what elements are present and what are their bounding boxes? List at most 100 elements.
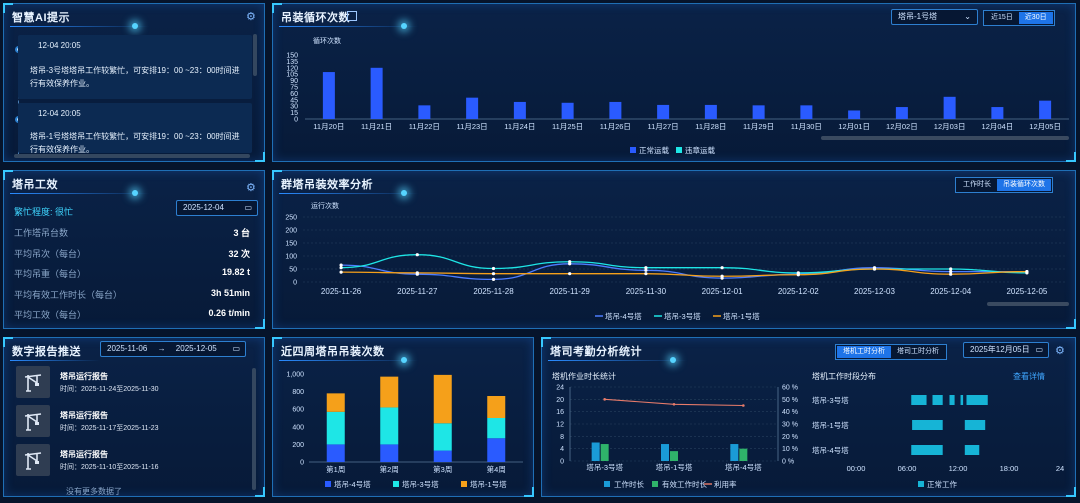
work-period-bar[interactable] xyxy=(912,420,943,430)
legend-label[interactable]: 塔吊-3号塔 xyxy=(664,311,701,321)
legend-label[interactable]: 塔吊-1号塔 xyxy=(723,311,760,321)
stacked-bar-segment[interactable] xyxy=(326,393,345,412)
legend-label[interactable]: 塔吊-4号塔 xyxy=(334,479,371,489)
date-picker[interactable]: 2025-12-04 ▭ xyxy=(176,200,258,216)
legend-label[interactable]: 正常运载 xyxy=(639,145,669,155)
report-item[interactable]: 塔吊运行报告 时间：2025-11-17至2025-11-23 xyxy=(14,405,254,439)
data-point[interactable] xyxy=(339,266,343,270)
bar[interactable] xyxy=(800,105,813,119)
bar-effective-hours[interactable] xyxy=(600,444,609,461)
data-point[interactable] xyxy=(644,272,648,276)
bar[interactable] xyxy=(704,104,717,119)
data-point[interactable] xyxy=(415,253,419,257)
legend-label[interactable]: 利用率 xyxy=(714,479,737,489)
legend-label[interactable]: 有效工作时长 xyxy=(662,479,707,489)
date-picker[interactable]: 2025年12月05日 ▭ xyxy=(963,342,1049,358)
horizontal-scrollbar[interactable] xyxy=(14,154,250,158)
work-period-bar[interactable] xyxy=(911,445,943,455)
chart-scrollbar[interactable] xyxy=(987,302,1069,306)
gear-icon[interactable]: ⚙ xyxy=(1055,345,1065,357)
data-point[interactable] xyxy=(872,267,877,271)
work-period-bar[interactable] xyxy=(932,395,943,405)
tab-machine-hours[interactable]: 塔机工时分析 xyxy=(837,346,891,358)
bar-effective-hours[interactable] xyxy=(739,448,748,461)
bar[interactable] xyxy=(609,101,622,119)
data-point[interactable] xyxy=(796,273,800,277)
work-period-bar[interactable] xyxy=(966,395,988,405)
data-point[interactable] xyxy=(339,270,343,274)
expand-icon[interactable] xyxy=(347,11,357,21)
gear-icon[interactable]: ⚙ xyxy=(246,11,256,23)
work-period-bar[interactable] xyxy=(964,420,986,430)
legend-label[interactable]: 塔吊-3号塔 xyxy=(402,479,439,489)
series-line[interactable] xyxy=(341,263,1027,281)
stacked-bar-segment[interactable] xyxy=(433,450,452,462)
bar-effective-hours[interactable] xyxy=(670,451,678,461)
bar-work-hours[interactable] xyxy=(591,442,600,462)
data-point[interactable] xyxy=(491,272,496,276)
report-item[interactable]: 塔吊运行报告 时间：2025-11-24至2025-11-30 xyxy=(14,366,254,400)
legend-label[interactable]: 正常工作 xyxy=(927,479,957,489)
work-period-bar[interactable] xyxy=(911,395,927,405)
stacked-bar-segment[interactable] xyxy=(326,444,345,462)
bar-work-hours[interactable] xyxy=(730,444,739,461)
bar[interactable] xyxy=(657,104,670,119)
bar[interactable] xyxy=(322,72,335,119)
data-point[interactable] xyxy=(949,270,953,274)
stacked-bar-segment[interactable] xyxy=(487,418,506,439)
bar[interactable] xyxy=(1039,100,1052,119)
data-point[interactable] xyxy=(603,398,606,401)
data-point[interactable] xyxy=(949,267,953,271)
bar-work-hours[interactable] xyxy=(661,444,669,461)
work-period-bar[interactable] xyxy=(960,395,964,405)
data-point[interactable] xyxy=(742,404,745,407)
data-point[interactable] xyxy=(491,277,496,281)
data-point[interactable] xyxy=(1025,270,1029,274)
vertical-scrollbar[interactable] xyxy=(253,34,257,76)
bar[interactable] xyxy=(943,96,956,119)
data-point[interactable] xyxy=(644,268,648,272)
legend-label[interactable]: 塔吊-1号塔 xyxy=(470,479,507,489)
tab-driver-hours[interactable]: 塔司工时分析 xyxy=(897,348,939,355)
bar[interactable] xyxy=(752,105,765,119)
tower-select[interactable]: 塔吊-1号塔 ⌄ xyxy=(891,9,978,25)
data-point[interactable] xyxy=(949,272,953,276)
stacked-bar-segment[interactable] xyxy=(487,396,506,418)
stacked-bar-segment[interactable] xyxy=(380,407,399,445)
bar[interactable] xyxy=(848,110,861,119)
work-period-bar[interactable] xyxy=(964,445,980,455)
stacked-bar-segment[interactable] xyxy=(433,374,452,424)
stacked-bar-segment[interactable] xyxy=(487,438,506,462)
stacked-bar-segment[interactable] xyxy=(326,411,345,445)
data-point[interactable] xyxy=(672,402,676,406)
chart-scrollbar[interactable] xyxy=(821,136,1069,140)
gear-icon[interactable]: ⚙ xyxy=(246,182,256,194)
data-point[interactable] xyxy=(644,266,648,270)
view-details-link[interactable]: 查看详情 xyxy=(1013,372,1045,381)
stacked-bar-segment[interactable] xyxy=(380,444,399,462)
report-item[interactable]: 塔吊运行报告 时间：2025-11-10至2025-11-16 xyxy=(14,444,254,478)
data-point[interactable] xyxy=(491,266,496,271)
data-point[interactable] xyxy=(339,263,343,267)
ai-tip-card[interactable]: 12-04 20:05 塔吊-1号塔塔吊工作较繁忙，可安排19：00 ~23：0… xyxy=(18,103,252,153)
stacked-bar-segment[interactable] xyxy=(380,376,399,408)
tab-cycle-count[interactable]: 吊装循环次数 xyxy=(997,179,1051,191)
bar[interactable] xyxy=(895,107,908,119)
data-point[interactable] xyxy=(568,260,572,264)
date-range-picker[interactable]: 2025-11-06 → 2025-12-05 ▭ xyxy=(100,341,246,357)
tab-15-days[interactable]: 近15日 xyxy=(991,14,1013,21)
series-line[interactable] xyxy=(341,268,1027,277)
bar[interactable] xyxy=(513,101,526,119)
bar[interactable] xyxy=(370,67,383,119)
vertical-scrollbar[interactable] xyxy=(252,368,256,490)
ai-tip-card[interactable]: 12-04 20:05 塔吊-3号塔塔吊工作较繁忙，可安排19：00 ~23：0… xyxy=(18,35,252,99)
legend-label[interactable]: 违章运载 xyxy=(685,145,715,155)
series-line[interactable] xyxy=(341,254,1027,274)
data-point[interactable] xyxy=(720,274,724,278)
data-point[interactable] xyxy=(720,266,724,270)
tab-work-hours[interactable]: 工作时长 xyxy=(963,181,991,188)
data-point[interactable] xyxy=(415,271,419,275)
bar[interactable] xyxy=(991,107,1004,119)
legend-label[interactable]: 工作时长 xyxy=(614,479,644,489)
work-period-bar[interactable] xyxy=(949,395,955,405)
